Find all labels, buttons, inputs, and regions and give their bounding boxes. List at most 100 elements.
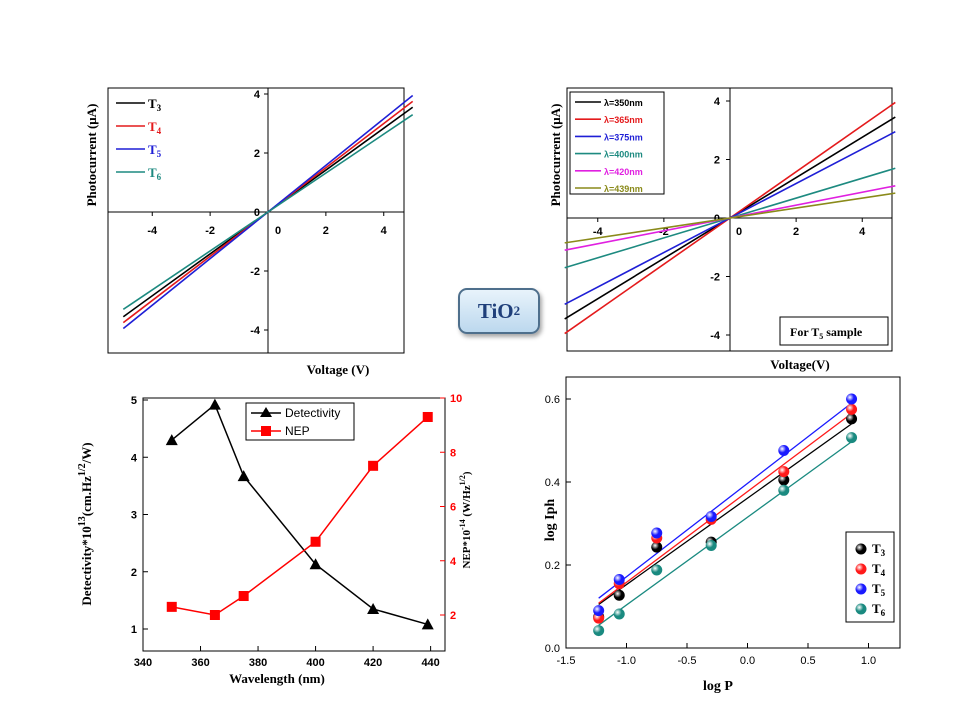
bl-nep-point [422,411,433,422]
tl-xlabel: Voltage (V) [307,362,370,377]
br-point-t3 [613,589,625,601]
br-legend-marker-t6 [855,603,867,615]
br-point-t3 [651,541,663,553]
br-point-t4 [846,403,858,415]
tl-series-line-t6 [122,113,414,311]
br-point-t5 [705,510,717,522]
bl-y-tick-label: 3 [131,510,137,522]
tr-legend-box [569,91,665,195]
tl-y-tick-label: 4 [254,89,261,101]
bl-detectivity-line [171,403,428,626]
tr-x-tick-label: -4 [593,226,604,238]
bl-nep-point [368,460,379,471]
br-y-tick-label: 0.0 [545,643,560,655]
bl-x-tick-label: 420 [364,657,382,669]
tl-x-tick-label: -2 [205,225,215,237]
bl-x-tick-label: 340 [134,657,152,669]
bl-y-tick-label: 2 [131,567,137,579]
br-legend-marker-t5 [855,583,867,595]
tr-legend-label-4: λ=420nm [604,167,643,177]
bl-detectivity-point [237,470,250,482]
bl-x-tick-label: 380 [249,657,267,669]
tl-x-tick-label: 0 [275,225,281,237]
bl-detectivity-point [208,398,221,410]
br-fit-line-t4 [598,413,852,604]
bl-ylabel-right: NEP*10-14 (W/Hz1/2) [458,471,473,568]
br-plot-frame [565,376,901,649]
br-x-tick-label: 0.0 [740,655,755,667]
br-fit-line-t3 [598,423,852,605]
tl-x-tick-label: 4 [381,225,388,237]
tl-y-tick-label: 0 [254,207,260,219]
br-xlabel: log P [703,679,733,694]
tr-annotation: For T5 sample [790,325,863,341]
tr-legend-label-3: λ=400nm [604,150,643,160]
tr-x-tick-label: 4 [859,226,866,238]
bl-x-tick-label: 360 [191,657,209,669]
tr-legend-label-1: λ=365nm [604,115,643,125]
br-y-tick-label: 0.4 [545,477,560,489]
bl-y-tick-label: 5 [131,395,137,407]
tr-y-tick-label: 4 [714,96,721,108]
bl-legend-label-detectivity: Detectivity [285,406,340,420]
bl-x-tick-label: 440 [421,657,439,669]
tl-legend-label-t4: T4 [148,119,162,136]
br-point-t5 [651,527,663,539]
bl-legend-label-nep: NEP [285,424,310,438]
br-point-t3 [778,474,790,486]
bl-y2-tick-label: 6 [450,502,456,514]
bl-nep-point [209,610,220,620]
br-point-t6 [613,608,625,620]
bl-nep-point [166,601,177,612]
br-legend-marker-t4 [855,563,867,575]
br-point-t6 [705,539,717,551]
br-legend-label-t5: T5 [872,581,886,598]
tr-series-line-5 [564,192,896,244]
br-point-t4 [778,466,790,478]
tr-y-tick-label: 2 [714,155,720,167]
tl-ylabel: Photocurrent (μA) [84,104,99,207]
bl-detectivity-point [367,602,380,614]
tl-x-tick-label: -4 [147,225,158,237]
bl-y2-tick-label: 4 [450,556,457,568]
tio2-badge: TiO 2 [458,288,540,334]
tr-ylabel: Photocurrent (μA) [548,104,563,207]
bl-y2-tick-label: 10 [450,393,462,405]
br-y-tick-label: 0.6 [545,394,560,406]
tl-y-tick-label: -4 [250,325,261,337]
tl-legend-label-t5: T5 [148,142,162,159]
br-y-tick-label: 0.2 [545,560,560,572]
br-point-t6 [846,432,858,444]
tl-plot-frame [107,87,405,354]
tr-xlabel: Voltage(V) [770,357,829,372]
tr-x-tick-label: -2 [659,226,669,238]
bl-nep-line [171,416,429,616]
br-point-t5 [778,444,790,456]
br-ylabel: log Iph [543,499,558,542]
bl-y2-tick-label: 8 [450,447,456,459]
tr-x-tick-label: 2 [793,226,799,238]
tl-x-tick-label: 2 [323,225,329,237]
br-x-tick-label: -1.0 [617,655,636,667]
br-point-t6 [593,625,605,637]
tr-legend-label-0: λ=350nm [604,98,643,108]
bl-ylabel: Detectivity*1013(cm.Hz1/2/W) [77,442,94,605]
bl-detectivity-point [421,618,434,630]
bl-y2-tick-label: 2 [450,610,456,622]
tl-y-tick-label: 2 [254,148,260,160]
bl-x-tick-label: 400 [306,657,324,669]
bl-nep-point [310,536,321,547]
tr-y-tick-label: -4 [710,330,721,342]
br-x-tick-label: -0.5 [678,655,697,667]
bl-nep-point [238,591,249,602]
br-legend-box [845,531,895,623]
br-legend-label-t4: T4 [872,561,886,578]
br-fit-line-t5 [598,402,852,599]
tr-legend-label-5: λ=439nm [604,184,643,194]
bl-detectivity-point [165,434,178,446]
badge-subscript: 2 [513,303,521,318]
br-point-t6 [778,484,790,496]
tr-y-tick-label: -2 [710,272,720,284]
tr-y-tick-label: 0 [714,213,720,225]
